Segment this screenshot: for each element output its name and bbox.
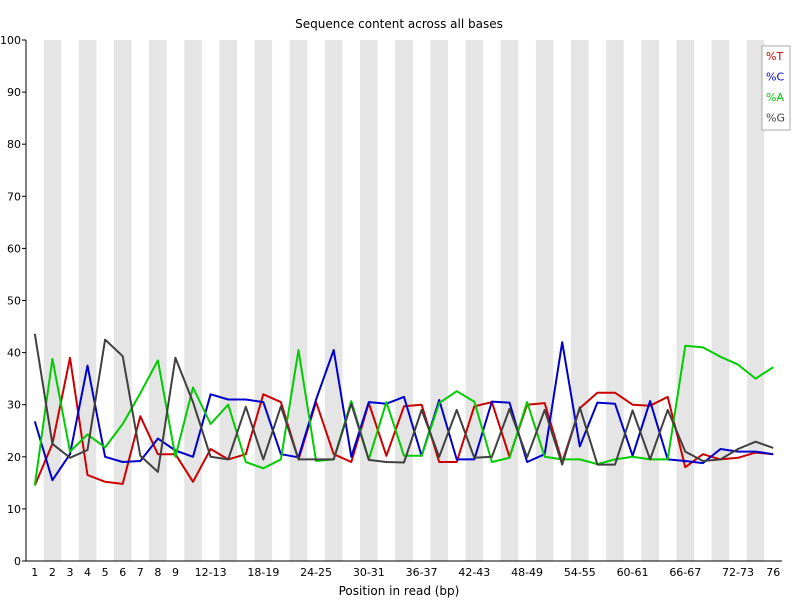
background-band [78,40,97,561]
legend-entry: %G [766,112,785,125]
y-tick-label: 100 [0,34,21,47]
x-tick-label: 42-43 [458,566,490,579]
x-axis: 1 2 3 4 5 6 7 8 9 12-13 18-19 24-25 30-31 36-37 42-43 4… [26,560,782,579]
x-tick-label: 6 [119,566,126,579]
x-tick-label: 3 [66,566,73,579]
x-tick-label: 30-31 [353,566,385,579]
y-axis: 0 10 20 30 40 50 60 70 80 90 100 [0,34,27,568]
y-tick-label: 0 [14,555,21,568]
series-line-pct-t [33,356,774,486]
x-tick-label: 60-61 [617,566,649,579]
series-line-pct-c [33,341,774,482]
x-tick-label: 12-13 [195,566,227,579]
background-band [254,40,273,561]
background-band [571,40,589,561]
x-tick-label: 9 [172,566,179,579]
background-band [43,40,62,561]
x-tick-label: 4 [84,566,91,579]
x-tick-label: 18-19 [247,566,279,579]
y-tick-label: 60 [7,242,21,255]
background-band [500,40,519,561]
x-tick-label: 66-67 [669,566,701,579]
x-tick-label: 36-37 [406,566,438,579]
background-band [430,40,448,561]
x-tick-label: 72-73 [722,566,754,579]
background-band [289,40,308,561]
background-band [219,40,237,561]
y-tick-label: 20 [7,451,21,464]
series-lines [33,333,774,486]
y-tick-label: 90 [7,86,21,99]
x-tick-label: 5 [102,566,109,579]
background-band [606,40,624,561]
x-tick-label: 8 [154,566,161,579]
background-band [641,40,659,561]
background-band [746,40,765,561]
x-tick-label: 48-49 [511,566,543,579]
series-line-pct-g [33,333,774,473]
x-tick-label: 2 [49,566,56,579]
x-tick-label: 54-55 [564,566,596,579]
x-tick-label: 76 [766,566,780,579]
y-tick-label: 10 [7,503,21,516]
background-band [465,40,484,561]
y-tick-label: 30 [7,399,21,412]
legend-entry: %T [766,50,783,63]
legend-entry: %C [766,71,784,84]
y-tick-label: 50 [7,295,21,308]
background-band [360,40,378,561]
background-band [184,40,202,561]
x-tick-label: 7 [137,566,144,579]
background-band [676,40,695,561]
background-band [535,40,554,561]
legend-entry: %A [766,91,784,104]
alternating-bands [43,40,765,561]
background-band [149,40,167,561]
chart-title: Sequence content across all bases [295,17,503,31]
y-tick-label: 80 [7,138,21,151]
background-band [711,40,730,561]
legend-box [761,45,791,131]
x-tick-label: 24-25 [300,566,332,579]
y-tick-label: 70 [7,190,21,203]
x-tick-label: 1 [31,566,38,579]
y-tick-label: 40 [7,347,21,360]
x-axis-label: Position in read (bp) [339,584,460,598]
background-band [395,40,413,561]
background-band [324,40,343,561]
legend: %T %C %A %G [761,45,791,131]
